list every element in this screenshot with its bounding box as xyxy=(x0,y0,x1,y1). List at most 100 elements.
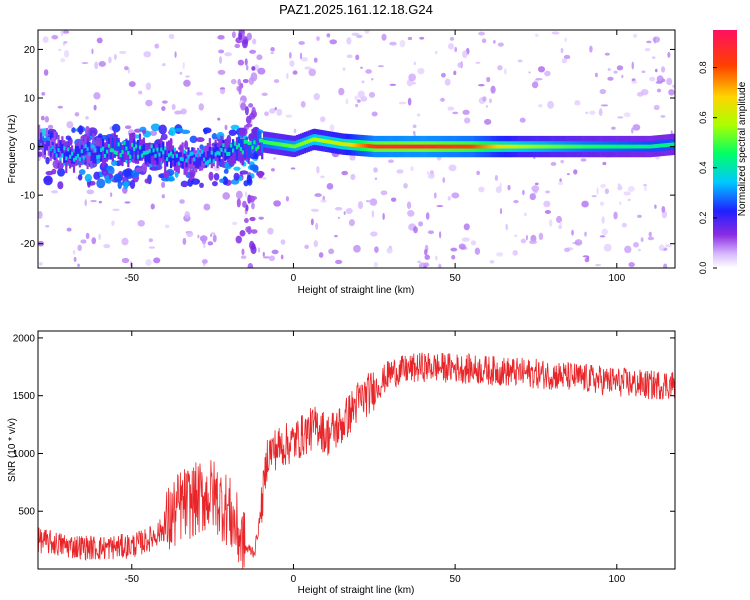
noise-blob xyxy=(604,188,610,195)
ridge-cell xyxy=(92,144,95,149)
noise-blob xyxy=(97,133,103,139)
noise-blob xyxy=(112,208,120,212)
ridge-cell xyxy=(49,147,52,152)
noise-blob xyxy=(370,231,378,237)
ridge-cell xyxy=(554,144,557,149)
noise-blob xyxy=(442,177,446,183)
ridge-cell xyxy=(119,142,122,154)
ridge-cell xyxy=(123,140,126,145)
noise-blob xyxy=(240,102,247,111)
ridge-cell xyxy=(115,151,118,155)
ridge-cell xyxy=(501,144,504,149)
ridge-cell xyxy=(96,155,99,159)
ridge-cell xyxy=(672,142,675,147)
ridge-cell xyxy=(647,144,650,149)
ridge-cell xyxy=(346,142,349,147)
ridge-cell xyxy=(303,140,306,145)
ridge-cell xyxy=(169,151,173,156)
ridge-cell xyxy=(598,144,601,149)
ridge-cell xyxy=(315,137,318,142)
noise-blob xyxy=(438,231,442,239)
noise-blob xyxy=(262,256,271,259)
ridge-cell xyxy=(470,144,473,149)
ridge-cell xyxy=(140,153,144,158)
ridge-cell xyxy=(621,144,625,149)
noise-blob xyxy=(623,112,631,118)
ridge-cell xyxy=(585,144,588,149)
ridge-cell xyxy=(435,144,438,149)
ridge-cell xyxy=(105,149,109,154)
noise-blob xyxy=(617,185,623,191)
noise-blob xyxy=(111,220,115,226)
noise-blob xyxy=(320,199,327,203)
noise-blob xyxy=(462,50,468,59)
noise-blob xyxy=(641,70,646,74)
noise-blob xyxy=(337,216,340,219)
noise-blob xyxy=(451,254,456,260)
noise-blob xyxy=(180,180,189,188)
ridge-cell xyxy=(563,144,566,149)
noise-blob xyxy=(122,169,131,177)
ridge-cell xyxy=(653,144,656,149)
noise-blob xyxy=(350,173,356,181)
noise-blob xyxy=(60,57,66,63)
ridge-cell xyxy=(187,147,190,159)
ridge-cell xyxy=(445,144,448,149)
ridge-cell xyxy=(204,161,208,166)
ridge-cell xyxy=(387,144,390,149)
noise-blob xyxy=(47,124,54,130)
colorbar-tick-label: 0.2 xyxy=(698,212,708,225)
noise-blob xyxy=(249,164,259,171)
ridge-cell xyxy=(614,144,617,149)
noise-blob xyxy=(73,256,77,263)
noise-blob xyxy=(262,177,267,180)
ridge-cell xyxy=(592,144,596,149)
noise-blob xyxy=(203,244,206,248)
noise-blob xyxy=(667,51,671,58)
ridge-cell xyxy=(651,144,654,149)
ridge-cell xyxy=(361,143,365,148)
noise-blob xyxy=(150,203,155,210)
ridge-cell xyxy=(478,144,481,149)
ridge-cell xyxy=(400,144,403,149)
noise-blob xyxy=(239,170,249,175)
ridge-cell xyxy=(637,144,640,149)
noise-blob xyxy=(236,198,241,208)
ridge-cell xyxy=(181,142,184,164)
noise-blob xyxy=(198,103,204,111)
ridge-cell xyxy=(631,144,634,149)
noise-blob xyxy=(407,97,412,106)
colorbar-gradient xyxy=(713,30,737,268)
snr-x-ticks: -50 0 50 100 xyxy=(125,331,626,585)
ridge-cell xyxy=(206,151,209,162)
ridge-cell xyxy=(103,154,107,158)
ridge-cell xyxy=(212,148,215,159)
ridge-cell xyxy=(39,132,43,144)
noise-blob xyxy=(335,259,343,265)
noise-blob xyxy=(600,183,606,189)
ridge-cell xyxy=(144,150,147,155)
noise-blob xyxy=(267,227,274,235)
ridge-cell xyxy=(528,144,532,149)
noise-blob xyxy=(310,208,316,212)
noise-blob xyxy=(257,67,266,75)
noise-blob xyxy=(538,232,544,241)
noise-blob xyxy=(345,98,349,105)
ridge-cell xyxy=(480,144,483,149)
noise-blob xyxy=(77,174,83,181)
ridge-cell xyxy=(131,148,134,160)
noise-blob xyxy=(596,187,599,195)
noise-blob xyxy=(77,263,81,268)
noise-blob xyxy=(300,101,306,108)
noise-blob xyxy=(374,246,379,254)
ridge-cell xyxy=(195,157,198,168)
ridge-cell xyxy=(86,147,89,170)
ridge-cell xyxy=(538,144,541,149)
noise-blob xyxy=(201,259,208,264)
ridge-cell xyxy=(404,144,407,149)
noise-blob xyxy=(631,127,634,134)
noise-blob xyxy=(98,233,102,241)
noise-blob xyxy=(338,87,345,96)
noise-blob xyxy=(589,45,593,53)
noise-blob xyxy=(424,254,431,260)
